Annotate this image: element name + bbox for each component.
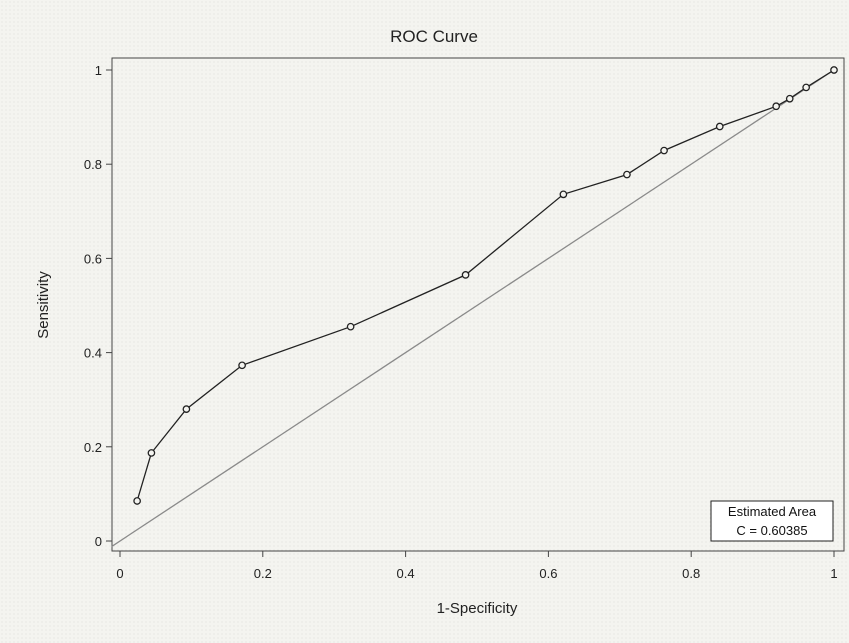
roc-point: [715, 122, 724, 131]
x-tick-label: 1: [830, 566, 837, 581]
roc-point: [182, 405, 191, 413]
area-annotation-box: Estimated Area C = 0.60385: [710, 500, 834, 542]
y-tick-label: 0.2: [84, 440, 102, 455]
y-axis-label: Sensitivity: [35, 271, 52, 339]
y-axis-ticks: 0 0.2 0.4 0.6 0.8 1: [84, 63, 112, 549]
roc-point: [785, 94, 794, 103]
roc-point: [346, 322, 355, 331]
y-tick-label: 0: [95, 534, 102, 549]
x-tick-label: 0: [116, 566, 123, 581]
roc-point: [147, 449, 156, 457]
roc-point: [830, 66, 838, 74]
x-tick-label: 0.8: [682, 566, 700, 581]
x-axis-ticks: 0 0.2 0.4 0.6 0.8 1: [116, 551, 838, 581]
roc-point: [461, 271, 470, 279]
plot-frame: [111, 57, 845, 552]
x-tick-label: 0.6: [539, 566, 557, 581]
roc-point: [133, 497, 141, 505]
y-tick-label: 0.8: [84, 157, 102, 172]
roc-point: [802, 83, 811, 92]
area-annotation-value: C = 0.60385: [736, 523, 807, 538]
area-annotation-title: Estimated Area: [728, 504, 817, 519]
x-tick-label: 0.2: [254, 566, 272, 581]
roc-points: [133, 66, 838, 505]
y-tick-label: 0.6: [84, 251, 102, 266]
x-tick-label: 0.4: [397, 566, 415, 581]
chart-title: ROC Curve: [390, 27, 478, 46]
x-axis-label: 1-Specificity: [437, 600, 518, 617]
roc-series-line: [136, 69, 835, 502]
roc-point: [559, 190, 568, 199]
y-tick-label: 1: [95, 63, 102, 78]
roc-point: [238, 361, 246, 370]
roc-point: [623, 170, 631, 179]
roc-point: [772, 102, 781, 111]
y-tick-label: 0.4: [84, 346, 102, 361]
area-annotation-frame: [710, 500, 834, 542]
reference-diagonal-line: [111, 69, 835, 548]
roc-point: [660, 146, 668, 155]
